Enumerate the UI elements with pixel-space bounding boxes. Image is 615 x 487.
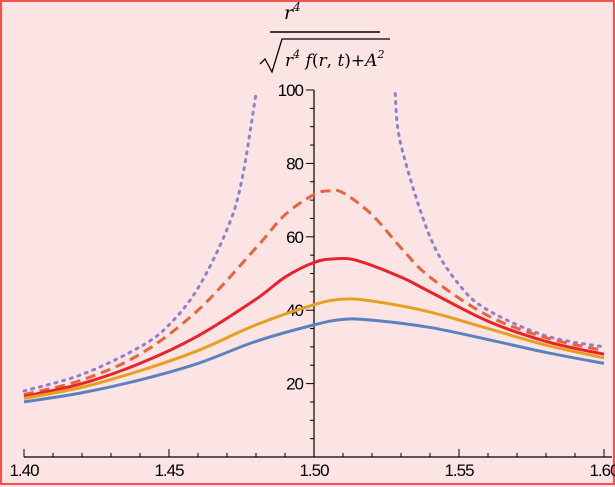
series-2-line <box>23 188 605 397</box>
denom-A-exponent: 2 <box>376 48 384 61</box>
denom-r-arg: r <box>318 51 327 71</box>
series-4-line <box>23 297 605 400</box>
x-tick-label: 1.55 <box>444 461 474 480</box>
denom-A: A <box>363 51 377 71</box>
y-tick-label: 60 <box>286 228 303 247</box>
series-3-line <box>23 256 605 398</box>
x-tick-label: 1.45 <box>154 461 184 480</box>
denom-close-plus: )+ <box>344 51 365 71</box>
denom-comma: , <box>327 51 338 71</box>
y-tick-label: 20 <box>286 375 303 394</box>
y-tick-label: 100 <box>278 81 304 100</box>
x-tick-label: 1.50 <box>299 461 329 480</box>
denom-f: f <box>300 51 314 71</box>
denom-r: r <box>285 51 294 71</box>
chart-title: r4 r4 f(r, t)+A2 <box>259 2 390 74</box>
title-denominator: r4 f(r, t)+A2 <box>285 48 384 71</box>
series-layer <box>22 92 606 404</box>
series-1-line-part-1 <box>22 92 258 393</box>
series-1-line-part-2 <box>393 92 606 349</box>
denom-t: t <box>337 51 344 71</box>
title-numerator-base: r <box>284 2 295 24</box>
y-tick-label: 80 <box>286 154 303 173</box>
series-5-line <box>23 317 605 404</box>
x-tick-label: 1.40 <box>9 461 39 480</box>
denom-open-paren: ( <box>312 51 319 71</box>
title-numerator: r4 <box>284 2 301 24</box>
denom-r-exponent: 4 <box>292 48 300 61</box>
title-numerator-exponent: 4 <box>292 2 301 14</box>
sqrt-sign <box>259 38 390 74</box>
x-tick-label: 1.60 <box>589 461 615 480</box>
